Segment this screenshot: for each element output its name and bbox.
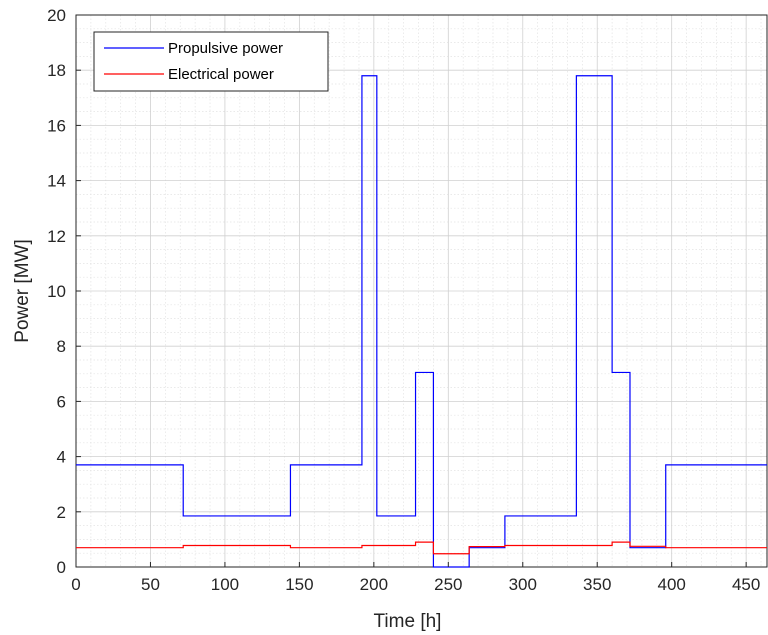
series-line-propulsive-power: [76, 75, 767, 568]
y-tick-label: 4: [57, 448, 66, 467]
x-tick-label: 200: [360, 575, 388, 594]
x-tick-label: 50: [141, 575, 160, 594]
major-grid: [76, 15, 767, 567]
legend-label-electrical-power: Electrical power: [168, 66, 274, 83]
x-tick-label: 250: [434, 575, 462, 594]
x-tick-label: 350: [583, 575, 611, 594]
minor-grid: [76, 15, 767, 567]
y-tick-label: 0: [57, 558, 66, 577]
x-tick-label: 100: [211, 575, 239, 594]
y-axis-title: Power [MW]: [12, 239, 33, 342]
x-axis-title: Time [h]: [374, 611, 442, 632]
legend: Propulsive power Electrical power: [93, 31, 329, 92]
x-tick-label: 300: [509, 575, 537, 594]
x-tick-label: 450: [732, 575, 760, 594]
y-tick-label: 6: [57, 392, 66, 411]
x-tick-label: 400: [658, 575, 686, 594]
legend-box: [93, 31, 329, 92]
series-line-electrical-power: [76, 541, 767, 555]
x-tick-label: 0: [71, 575, 80, 594]
tick-layer: 0 50 100 150 200 250 300 350 400 450 0 2 4 6 8 10 12 14 16…: [47, 6, 760, 594]
x-tick-label: 150: [285, 575, 313, 594]
y-tick-label: 10: [47, 282, 66, 301]
series-layer: [76, 75, 767, 568]
y-tick-label: 2: [57, 503, 66, 522]
y-tick-label: 16: [47, 116, 66, 135]
y-tick-label: 12: [47, 227, 66, 246]
y-tick-label: 18: [47, 61, 66, 80]
legend-label-propulsive-power: Propulsive power: [168, 40, 283, 57]
y-tick-label: 20: [47, 6, 66, 25]
y-tick-label: 8: [57, 337, 66, 356]
y-tick-label: 14: [47, 172, 66, 191]
